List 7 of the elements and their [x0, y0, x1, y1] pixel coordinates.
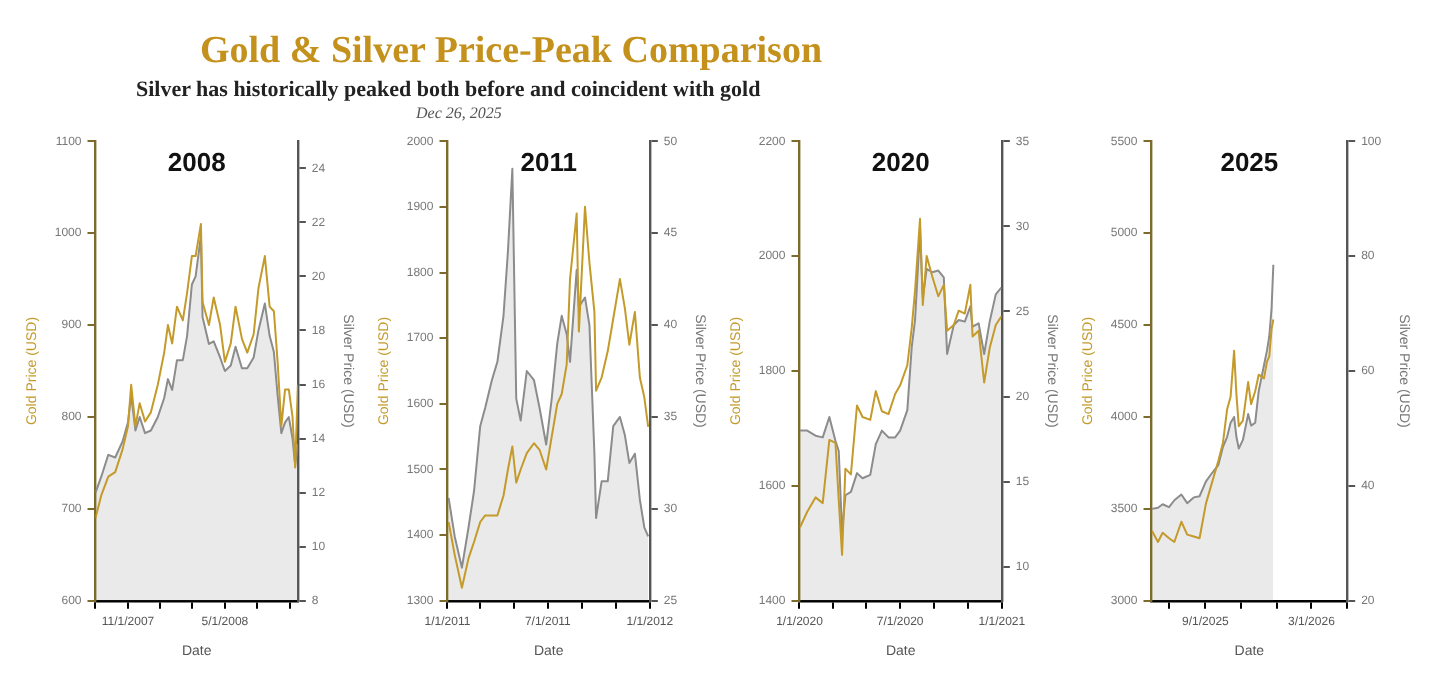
chart-title: 2020 — [871, 147, 930, 178]
text: Silver has historically peaked both before and coincident with gold — [136, 76, 763, 104]
text: Dec 26, 2025 — [414, 104, 504, 124]
chart-title: 2011 — [520, 147, 577, 178]
chart-title: 2008 — [167, 147, 226, 178]
text: Gold & Silver Price-Peak Comparison — [198, 28, 825, 76]
chart-title: 2025 — [1220, 147, 1279, 178]
